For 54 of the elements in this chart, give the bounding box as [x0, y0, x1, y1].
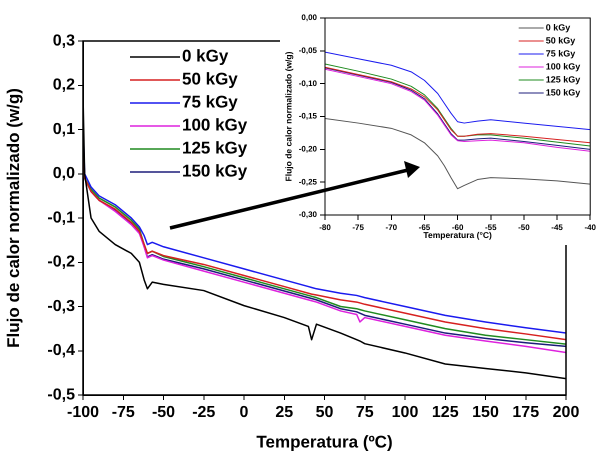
x-tick-label: 25: [275, 404, 294, 422]
legend-label: 125 kGy: [546, 74, 580, 84]
y-axis-title: Flujo de calor normalizado (w/g): [4, 88, 23, 348]
y-tick-label: -0,20: [298, 144, 318, 154]
legend-label: 75 kGy: [546, 48, 576, 58]
legend-label: 150 kGy: [546, 87, 580, 98]
x-tick-label: 150: [472, 404, 499, 422]
y-tick-label: -0,4: [47, 342, 76, 360]
legend-label: 150 kGy: [182, 162, 248, 181]
x-tick-label: -50: [518, 223, 530, 232]
legend-label: 100 kGy: [182, 116, 248, 135]
x-tick-label: -60: [452, 223, 464, 232]
x-tick-label: -25: [192, 404, 216, 422]
x-tick-label: 175: [512, 404, 540, 422]
x-tick-label: -65: [418, 223, 431, 232]
y-tick-label: -0,5: [47, 386, 76, 404]
y-tick-label: 0,2: [52, 76, 76, 94]
y-tick-label: -0,2: [47, 254, 76, 271]
x-tick-label: 100: [392, 404, 418, 422]
x-tick-label: 75: [356, 404, 374, 422]
y-tick-label: -0,1: [47, 209, 76, 226]
x-tick-label: -55: [484, 223, 498, 232]
x-axis-title: Temperatura (ºC): [256, 432, 393, 452]
x-axis-title: Temperatura (°C): [423, 230, 492, 240]
x-tick-label: 125: [432, 404, 459, 422]
y-tick-label: 0,3: [52, 32, 76, 50]
legend-label: 50 kGy: [546, 35, 576, 46]
x-tick-label: -80: [319, 223, 332, 232]
y-tick-label: -0,10: [298, 78, 318, 88]
y-tick-label: 0,0: [52, 165, 76, 182]
x-tick-label: -40: [584, 223, 597, 232]
y-tick-label: 0,1: [52, 120, 76, 138]
x-tick-label: 200: [552, 404, 580, 422]
legend-label: 125 kGy: [182, 138, 248, 158]
y-tick-label: -0,15: [298, 112, 318, 121]
x-tick-label: 0: [240, 404, 249, 422]
y-tick-label: -0,25: [298, 177, 318, 186]
x-tick-label: -100: [66, 404, 100, 422]
y-tick-label: -0,3: [47, 298, 76, 315]
y-tick-label: -0,05: [298, 46, 318, 56]
x-tick-label: -45: [551, 223, 564, 232]
legend-label: 50 kGy: [182, 70, 238, 89]
legend-label: 0 kGy: [182, 46, 229, 66]
y-axis-title: Flujo de calor normalizado (w/g): [283, 51, 294, 182]
x-tick-label: -75: [352, 223, 364, 232]
y-tick-label: 0,00: [301, 13, 318, 22]
x-tick-label: -70: [386, 223, 398, 232]
x-tick-label: -50: [152, 404, 176, 422]
x-tick-label: -75: [112, 404, 135, 422]
legend-label: 100 kGy: [546, 61, 580, 72]
x-tick-label: 50: [316, 404, 334, 422]
legend-label: 75 kGy: [182, 92, 238, 112]
legend-label: 0 kGy: [546, 22, 570, 32]
y-tick-label: -0,30: [298, 210, 318, 220]
